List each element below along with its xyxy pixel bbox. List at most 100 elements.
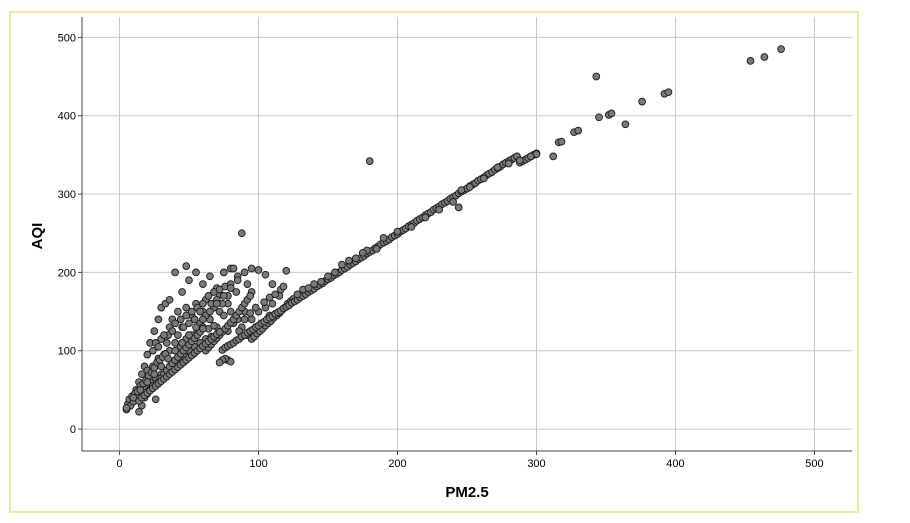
data-point bbox=[185, 331, 193, 339]
data-point bbox=[219, 311, 228, 320]
data-point bbox=[504, 159, 513, 168]
data-point bbox=[261, 270, 270, 279]
data-point bbox=[219, 268, 228, 277]
data-point bbox=[219, 292, 228, 300]
data-point bbox=[215, 358, 224, 367]
data-point bbox=[638, 97, 646, 106]
data-point bbox=[664, 88, 673, 97]
data-point bbox=[150, 370, 159, 379]
data-point bbox=[549, 152, 558, 161]
data-point bbox=[226, 284, 235, 292]
data-point bbox=[171, 346, 179, 355]
x-tick-label: 200 bbox=[388, 458, 406, 470]
data-point bbox=[210, 321, 218, 330]
data-point bbox=[317, 277, 325, 286]
data-points bbox=[122, 45, 785, 416]
data-point bbox=[136, 386, 145, 394]
data-point bbox=[246, 292, 255, 300]
data-point bbox=[351, 254, 360, 263]
chart-frame bbox=[9, 11, 859, 513]
data-point bbox=[282, 266, 291, 275]
data-point bbox=[192, 323, 200, 332]
data-point bbox=[196, 307, 204, 316]
data-point bbox=[212, 299, 221, 308]
data-point bbox=[421, 213, 430, 222]
data-point bbox=[493, 163, 502, 172]
data-point bbox=[465, 183, 474, 191]
y-tick-label: 300 bbox=[58, 189, 76, 201]
data-point bbox=[293, 290, 302, 299]
y-tick-label: 0 bbox=[70, 424, 76, 436]
data-point bbox=[154, 342, 163, 351]
gridlines bbox=[82, 17, 852, 451]
data-point bbox=[379, 234, 388, 242]
data-point bbox=[143, 378, 152, 386]
data-point bbox=[157, 362, 166, 371]
data-point bbox=[185, 276, 193, 285]
data-point bbox=[760, 53, 769, 61]
data-point bbox=[260, 298, 268, 307]
data-point bbox=[122, 404, 131, 412]
data-point bbox=[199, 324, 207, 333]
data-point bbox=[365, 157, 374, 165]
data-point bbox=[479, 174, 488, 183]
data-point bbox=[324, 272, 332, 281]
data-point bbox=[185, 319, 193, 328]
data-point bbox=[331, 268, 339, 277]
x-tick-label: 100 bbox=[249, 458, 267, 470]
x-tick-label: 0 bbox=[116, 458, 122, 470]
data-point bbox=[265, 293, 274, 302]
data-point bbox=[268, 280, 277, 288]
data-point bbox=[345, 256, 353, 265]
data-point bbox=[372, 245, 381, 253]
data-point bbox=[151, 395, 160, 404]
data-point bbox=[243, 280, 252, 288]
y-axis-label: AQI bbox=[29, 223, 46, 250]
y-tick-label: 400 bbox=[58, 111, 76, 123]
data-point bbox=[179, 323, 188, 332]
data-point bbox=[233, 276, 242, 285]
data-point bbox=[746, 57, 755, 65]
data-point bbox=[254, 266, 263, 274]
data-point bbox=[143, 350, 152, 359]
data-point bbox=[246, 309, 255, 317]
data-point bbox=[457, 186, 466, 194]
data-point bbox=[199, 280, 207, 288]
data-point bbox=[240, 315, 249, 324]
data-point bbox=[215, 328, 224, 336]
data-point bbox=[454, 203, 463, 212]
data-point bbox=[174, 331, 182, 339]
data-point bbox=[135, 407, 143, 416]
data-point bbox=[182, 303, 191, 312]
data-point bbox=[338, 260, 346, 269]
data-point bbox=[204, 292, 213, 300]
data-point bbox=[199, 299, 207, 308]
data-point bbox=[515, 156, 524, 165]
data-point bbox=[304, 284, 313, 292]
data-point bbox=[176, 315, 185, 324]
x-tick-label: 300 bbox=[527, 458, 545, 470]
y-tick-label: 100 bbox=[58, 346, 76, 358]
data-point bbox=[268, 299, 277, 308]
data-point bbox=[178, 339, 186, 347]
data-point bbox=[435, 205, 444, 214]
data-point bbox=[182, 311, 191, 320]
data-point bbox=[182, 262, 191, 270]
data-point bbox=[279, 282, 288, 291]
data-point bbox=[171, 319, 179, 328]
y-tick-label: 200 bbox=[58, 267, 76, 279]
data-point bbox=[165, 295, 174, 304]
x-axis-label: PM2.5 bbox=[445, 484, 488, 501]
data-point bbox=[149, 346, 157, 355]
data-point bbox=[199, 315, 207, 324]
data-point bbox=[407, 223, 416, 231]
data-point bbox=[532, 150, 541, 158]
data-point bbox=[162, 339, 171, 347]
data-point bbox=[777, 45, 785, 53]
data-point bbox=[271, 290, 280, 299]
data-point bbox=[206, 272, 214, 281]
data-point bbox=[150, 327, 159, 335]
data-point bbox=[174, 307, 182, 316]
data-point bbox=[240, 268, 249, 277]
